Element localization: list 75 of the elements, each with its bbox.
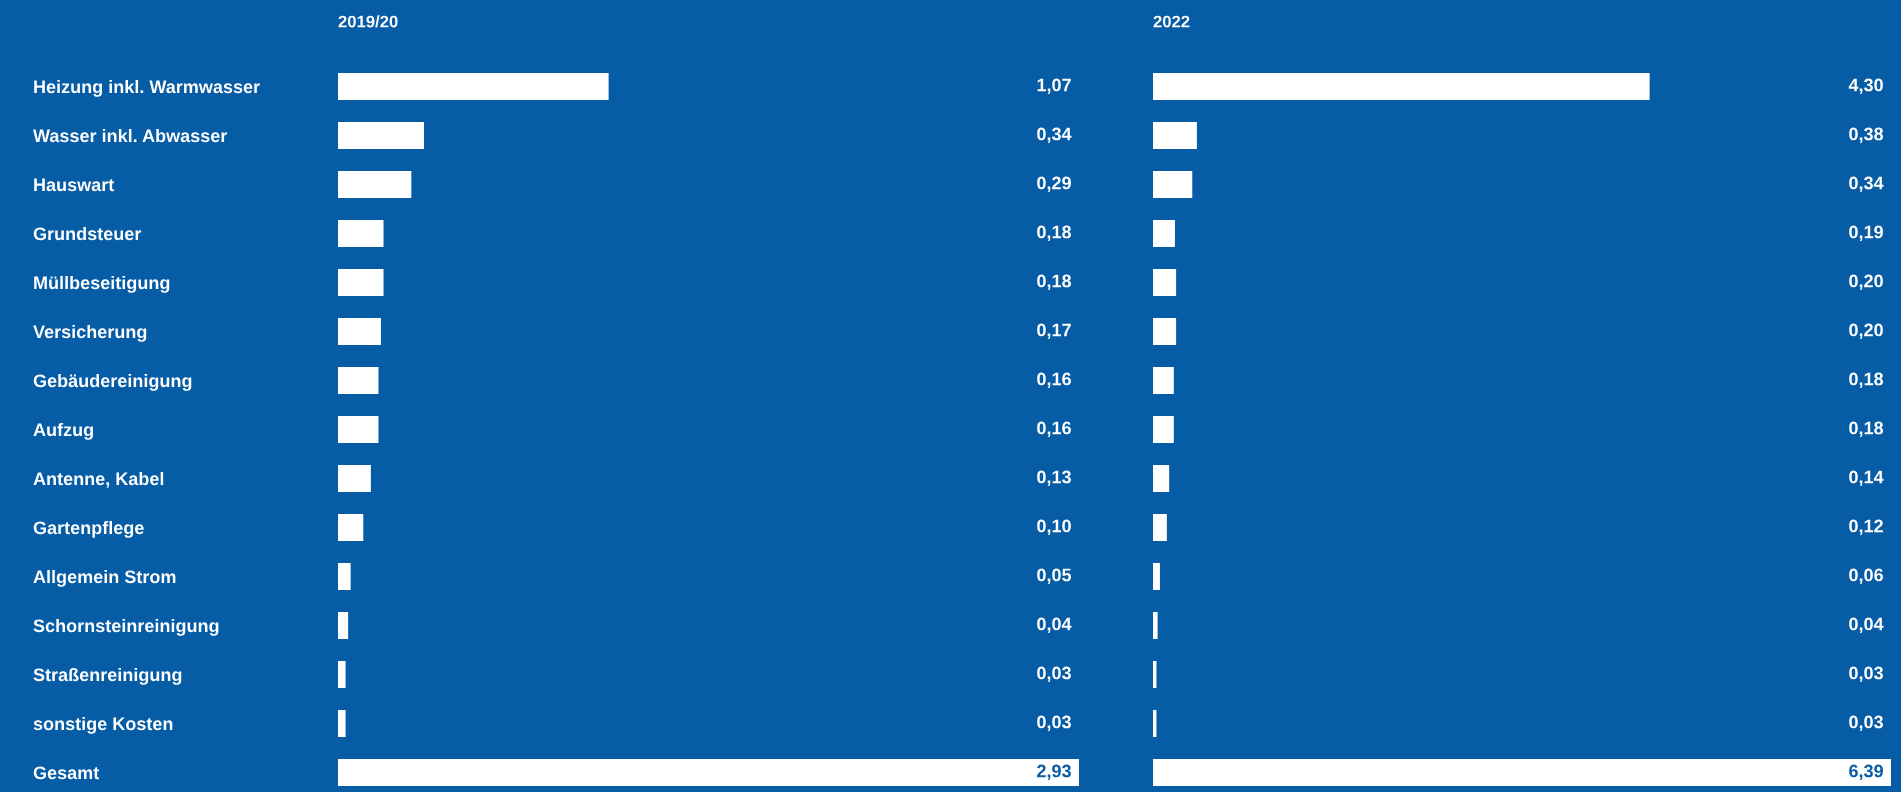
data-label: 0,17 [1037,323,1071,339]
y-tick-label: Gartenpflege [33,520,144,538]
y-tick-label: Müllbeseitigung [34,275,170,293]
data-label: 0,05 [1037,568,1072,584]
bar [338,269,384,296]
y-tick-label: Allgemein Strom [33,569,176,587]
bar [1153,563,1160,590]
data-label: 0,03 [1037,715,1071,731]
y-tick-label: Gesamt [33,766,100,780]
y-tick-label: Heizung inkl. Warmwasser [34,79,260,97]
bar [338,416,379,443]
bar [338,563,351,590]
data-label: 0,04 [1849,617,1884,633]
bar [1153,220,1175,247]
y-tick-label: Hauswart [34,178,115,192]
y-tick-label: Gebäudereinigung [33,373,192,391]
bar [338,514,364,541]
data-label: 0,16 [1037,421,1071,437]
data-label: 0,38 [1849,127,1884,143]
bar [338,122,424,149]
data-label: 0,14 [1849,470,1884,486]
bar [338,73,609,100]
data-label: 0,13 [1037,470,1071,486]
y-tick-label: Grundsteuer [33,226,142,241]
data-label: 0,34 [1037,127,1072,143]
bar [1153,514,1167,541]
data-label: 4,30 [1848,78,1883,94]
data-label: 0,20 [1849,274,1883,290]
bar [1153,465,1170,492]
data-label: 0,18 [1849,372,1884,388]
y-tick-label: Wasser inkl. Abwasser [33,128,228,143]
bar [1153,416,1174,443]
data-label: 0,10 [1037,519,1071,535]
chart-title: 2022 [1153,15,1190,28]
bar [1153,367,1174,394]
bar [338,759,1079,786]
bar [1153,73,1650,100]
data-label: 0,03 [1037,666,1071,682]
data-label: 0,34 [1849,176,1884,192]
y-tick-label: Schornsteinreinigung [33,618,219,636]
bar [338,661,346,688]
bar [1153,759,1891,786]
data-label: 0,29 [1037,176,1071,192]
bar [1153,122,1197,149]
data-label: 0,16 [1037,372,1071,388]
y-tick-label: Aufzug [33,422,93,440]
bar [338,367,379,394]
data-label: 0,12 [1849,519,1883,535]
data-label: 0,19 [1849,225,1883,241]
data-label: 2,93 [1037,764,1071,780]
bar [1153,318,1177,345]
data-label: 6,39 [1849,764,1883,780]
bar [338,612,349,639]
y-tick-label: Versicherung [33,324,147,342]
bar [338,171,412,198]
data-label: 0,04 [1037,617,1072,633]
chart-title: 2019/20 [338,15,398,28]
data-label: 0,18 [1849,421,1884,437]
y-tick-label: Antenne, Kabel [33,471,164,488]
bar [338,710,346,737]
data-label: 0,18 [1037,274,1072,290]
data-label: 0,03 [1849,666,1883,682]
data-label: 0,06 [1849,568,1883,584]
data-label: 0,18 [1037,225,1072,241]
bar [338,318,381,345]
data-label: 1,07 [1037,78,1071,94]
y-tick-label: Straßenreinigung [33,667,182,685]
data-label: 0,03 [1849,715,1883,731]
y-tick-label: sonstige Kosten [33,716,173,734]
bar [1153,612,1158,639]
bar [338,465,371,492]
bar [338,220,384,247]
bar [1153,269,1177,296]
bar [1153,171,1193,198]
data-label: 0,20 [1849,323,1883,339]
